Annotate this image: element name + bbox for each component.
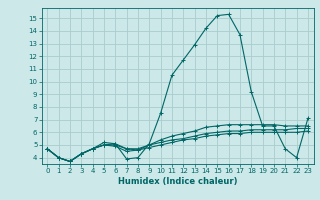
X-axis label: Humidex (Indice chaleur): Humidex (Indice chaleur) [118,177,237,186]
